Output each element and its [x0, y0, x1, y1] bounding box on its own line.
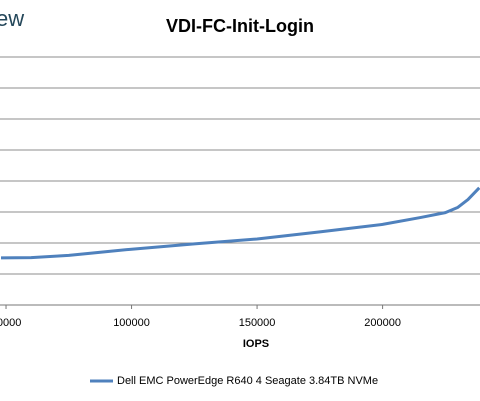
chart-title: VDI-FC-Init-Login [166, 16, 314, 36]
x-axis-label: IOPS [243, 338, 269, 350]
x-tick-label: 50000 [0, 317, 21, 329]
legend-label: Dell EMC PowerEdge R640 4 Seagate 3.84TB… [117, 375, 378, 387]
x-tick-label: 200000 [364, 317, 401, 329]
x-tick-label: 150000 [239, 317, 276, 329]
x-tick-label: 100000 [113, 317, 150, 329]
data-line [0, 186, 480, 260]
logo: ew [0, 6, 24, 31]
